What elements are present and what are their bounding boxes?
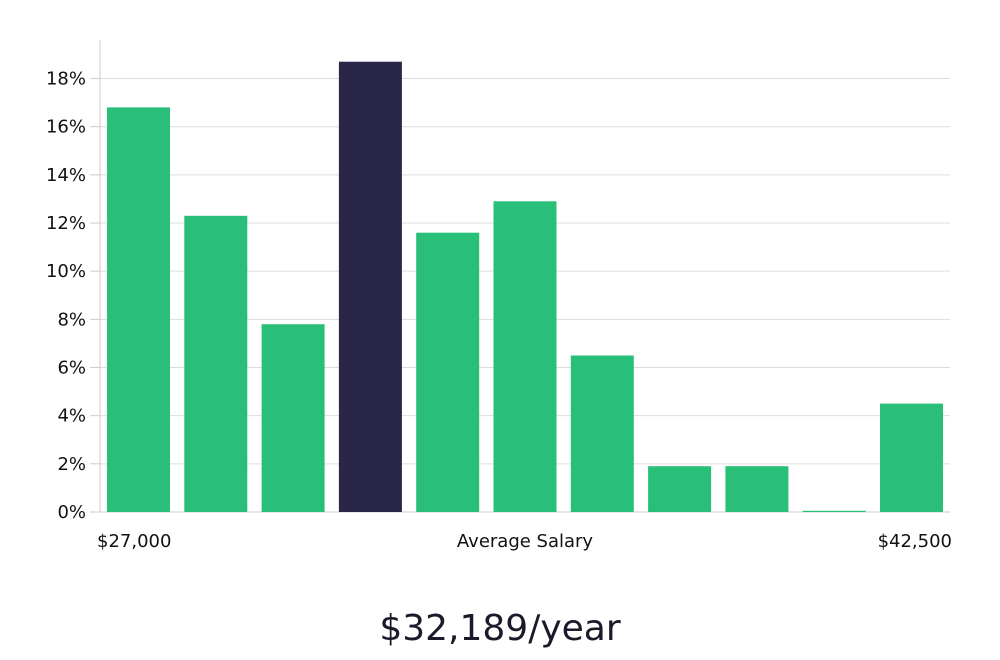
y-tick-label: 4%	[57, 406, 86, 427]
y-tick-label: 0%	[57, 502, 86, 523]
bar	[107, 107, 170, 513]
y-tick-label: 8%	[57, 309, 86, 330]
y-tick-label: 14%	[46, 165, 86, 186]
y-tick-label: 16%	[46, 117, 86, 138]
bar	[493, 201, 557, 513]
bar	[416, 232, 480, 512]
bar	[880, 403, 943, 512]
bar	[725, 466, 789, 512]
y-tick-label: 18%	[46, 69, 86, 90]
y-tick-label: 10%	[46, 261, 86, 282]
x-axis-title: Average Salary	[457, 531, 594, 552]
bar	[184, 215, 248, 513]
bar	[261, 324, 325, 512]
bars	[107, 61, 943, 513]
y-tick-label: 2%	[57, 454, 86, 475]
y-tick-label: 12%	[46, 213, 86, 234]
bar	[570, 355, 634, 512]
bar-highlighted	[338, 61, 402, 512]
bar	[648, 466, 712, 512]
bar	[802, 510, 866, 512]
y-tick-label: 6%	[57, 358, 86, 379]
y-tick-labels: 0% 2% 4% 6% 8% 10% 12% 14% 16% 18%	[46, 69, 100, 523]
salary-histogram: 0% 2% 4% 6% 8% 10% 12% 14% 16% 18% $27,000 Averag…	[46, 40, 952, 552]
x-range-min-label: $27,000	[97, 531, 171, 552]
x-range-max-label: $42,500	[878, 531, 952, 552]
average-salary-value: $32,189/year	[379, 608, 621, 649]
